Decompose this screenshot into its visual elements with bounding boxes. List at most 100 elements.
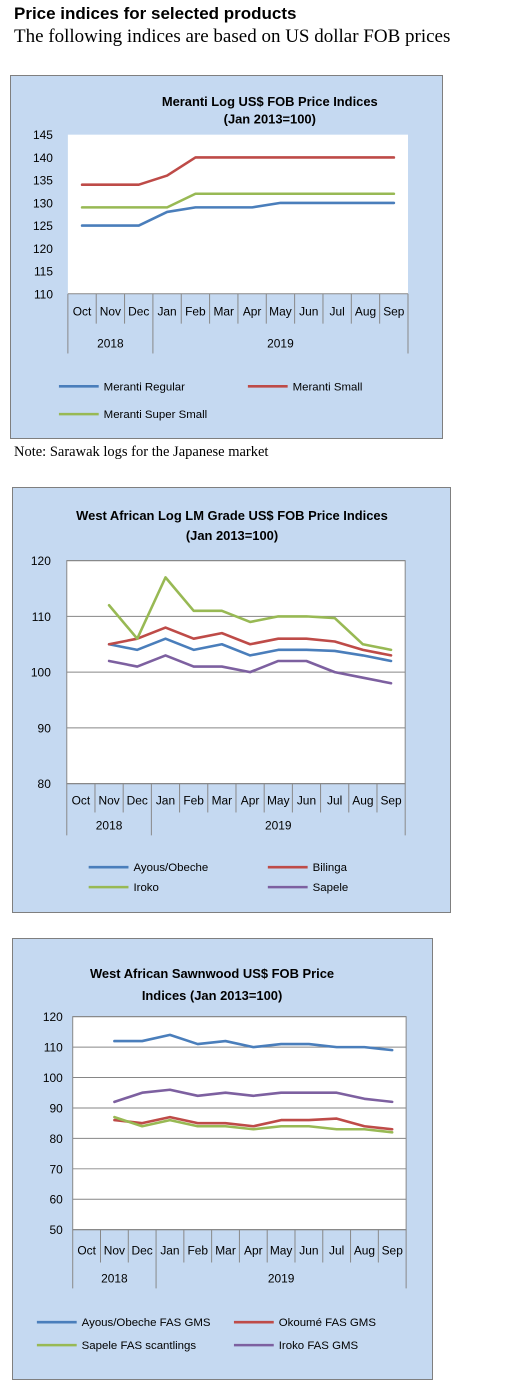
x-tick-label: Aug	[352, 794, 373, 808]
y-tick-label: 100	[31, 666, 51, 680]
y-tick-label: 80	[49, 1132, 63, 1146]
y-tick-label: 120	[31, 554, 51, 568]
legend-label: Okoumé FAS GMS	[279, 1317, 377, 1329]
legend-label: Sapele FAS scantlings	[82, 1340, 197, 1352]
chart-title-line: West African Sawnwood US$ FOB Price	[90, 966, 334, 981]
x-tick-label: Feb	[185, 305, 206, 319]
x-tick-label: Aug	[354, 1244, 375, 1258]
x-tick-label: Mar	[213, 305, 234, 319]
page-subheading: The following indices are based on US do…	[14, 26, 451, 47]
x-tick-label: Dec	[127, 794, 148, 808]
y-tick-label: 80	[38, 777, 52, 791]
x-tick-label: Oct	[73, 305, 92, 319]
y-tick-label: 90	[49, 1101, 63, 1115]
y-tick-label: 130	[33, 196, 53, 210]
y-tick-label: 70	[49, 1162, 63, 1176]
x-tick-label: Feb	[187, 1244, 208, 1258]
x-tick-label: Jun	[299, 1244, 318, 1258]
chart-title-line: (Jan 2013=100)	[224, 112, 316, 127]
chart-title-line: (Jan 2013=100)	[186, 528, 278, 543]
x-tick-label: Oct	[77, 1244, 96, 1258]
x-tick-label: Jan	[160, 1244, 179, 1258]
y-tick-label: 100	[43, 1071, 63, 1085]
chart-title-line: West African Log LM Grade US$ FOB Price …	[76, 508, 388, 523]
y-tick-label: 60	[49, 1193, 63, 1207]
x-tick-label: Jul	[329, 1244, 344, 1258]
legend-label: Iroko FAS GMS	[279, 1340, 359, 1352]
x-tick-label: May	[269, 305, 292, 319]
x-tick-label: Jul	[327, 794, 342, 808]
x-tick-label: Jan	[156, 794, 175, 808]
west-african-sawnwood-chart: West African Sawnwood US$ FOB Price Indic…	[12, 938, 433, 1380]
legend-label: Ayous/Obeche	[133, 862, 208, 874]
series-line	[80, 192, 396, 209]
legend-label: Bilinga	[313, 862, 348, 874]
series-line	[107, 637, 393, 663]
x-tick-label: Oct	[72, 794, 91, 808]
series-line	[113, 1033, 394, 1052]
chart-title-line: Indices (Jan 2013=100)	[142, 988, 282, 1003]
series-line	[113, 1115, 394, 1134]
series-line	[107, 654, 393, 685]
legend-label: Meranti Super Small	[104, 409, 207, 421]
x-tick-label: Dec	[128, 305, 149, 319]
plot-area	[67, 134, 408, 294]
x-tick-label: Nov	[104, 1244, 125, 1258]
x-tick-label: May	[270, 1244, 293, 1258]
y-tick-label: 145	[33, 128, 53, 142]
y-tick-label: 50	[49, 1223, 63, 1237]
year-group-label: 2019	[267, 337, 294, 351]
x-tick-label: Feb	[183, 794, 204, 808]
series-line	[107, 576, 393, 652]
page-heading: Price indices for selected products	[14, 4, 297, 23]
west-african-sawnwood-chart-svg: West African Sawnwood US$ FOB Price Indic…	[36, 966, 407, 1352]
meranti-log-chart: Meranti Log US$ FOB Price Indices (Jan 20…	[10, 75, 443, 439]
year-group-label: 2019	[268, 1271, 295, 1285]
legend-label: Sapele	[313, 882, 349, 894]
x-tick-label: Apr	[243, 305, 262, 319]
x-tick-label: Nov	[98, 794, 119, 808]
x-tick-label: Sep	[382, 1244, 404, 1258]
year-group-label: 2019	[265, 818, 292, 832]
x-tick-label: Jun	[297, 794, 316, 808]
year-group-label: 2018	[97, 337, 124, 351]
y-tick-label: 125	[33, 219, 53, 233]
meranti-log-chart-svg: Meranti Log US$ FOB Price Indices (Jan 20…	[33, 94, 409, 421]
y-tick-label: 110	[44, 1041, 63, 1055]
year-group-label: 2018	[96, 818, 123, 832]
west-african-log-chart: West African Log LM Grade US$ FOB Price …	[12, 487, 451, 913]
x-tick-label: Mar	[212, 794, 233, 808]
y-tick-label: 115	[34, 265, 53, 279]
legend-label: Iroko	[133, 882, 158, 894]
x-tick-label: Apr	[241, 794, 260, 808]
y-tick-label: 110	[34, 287, 53, 301]
y-tick-label: 120	[43, 1010, 63, 1024]
chart-title-line: Meranti Log US$ FOB Price Indices	[162, 94, 378, 109]
legend-label: Ayous/Obeche FAS GMS	[82, 1317, 211, 1329]
west-african-log-chart-svg: West African Log LM Grade US$ FOB Price …	[31, 508, 406, 894]
series-line	[107, 626, 393, 657]
y-tick-label: 140	[33, 151, 53, 165]
x-tick-label: Jan	[157, 305, 176, 319]
y-tick-label: 135	[33, 174, 53, 188]
series-line	[80, 201, 396, 227]
x-tick-label: Jul	[330, 305, 345, 319]
x-tick-label: Dec	[132, 1244, 153, 1258]
series-line	[80, 156, 396, 186]
series-line	[113, 1088, 394, 1104]
y-tick-label: 110	[32, 610, 51, 624]
x-tick-label: Nov	[100, 305, 121, 319]
footnote: Note: Sarawak logs for the Japanese mark…	[14, 444, 269, 460]
x-tick-label: May	[267, 794, 290, 808]
x-tick-label: Mar	[215, 1244, 236, 1258]
year-group-label: 2018	[101, 1271, 128, 1285]
x-tick-label: Jun	[299, 305, 318, 319]
x-tick-label: Aug	[355, 305, 376, 319]
legend-label: Meranti Small	[293, 381, 363, 393]
legend-label: Meranti Regular	[104, 381, 185, 393]
x-tick-label: Apr	[244, 1244, 263, 1258]
y-tick-label: 120	[33, 242, 53, 256]
y-tick-label: 90	[38, 721, 52, 735]
series-line	[113, 1115, 394, 1131]
x-tick-label: Sep	[383, 305, 405, 319]
